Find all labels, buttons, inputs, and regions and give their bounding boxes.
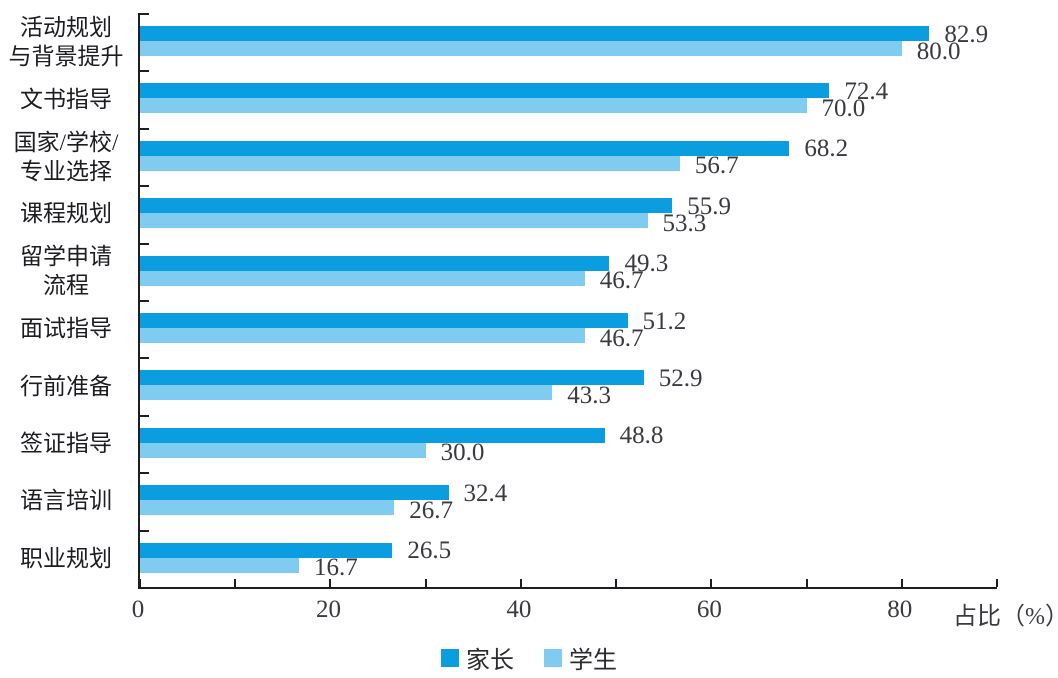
bar-parent: [140, 427, 605, 443]
category-row: 活动规划 与背景提升 82.9 80.0: [9, 13, 997, 70]
x-axis-tick: [424, 579, 427, 587]
category-label: 留学申请 流程: [20, 244, 112, 299]
x-axis-tick: [996, 579, 998, 587]
category-row: 文书指导 72.4 70.0: [20, 70, 997, 127]
x-axis-title: 占比（%）: [953, 604, 1058, 630]
bar-student: [140, 41, 902, 56]
legend-swatch-parent-icon: [441, 648, 459, 667]
y-axis-tick: [140, 70, 149, 73]
y-axis-tick: [140, 357, 149, 360]
y-axis-tick: [140, 242, 149, 245]
category-label: 国家/学校/ 专业选择: [13, 129, 119, 184]
x-axis-tick: [710, 579, 713, 587]
legend-item-student: 学生: [544, 640, 617, 675]
bar-student: [140, 328, 585, 343]
category-row: 面试指导 51.2 46.7: [20, 300, 997, 357]
value-label-parent: 55.9: [687, 192, 732, 220]
y-axis-tick: [140, 127, 149, 130]
bar-parent: [140, 255, 610, 271]
category-row: 职业规划 26.5 16.7: [20, 529, 997, 587]
value-label-student: 70.0: [821, 94, 866, 122]
value-label-student: 16.7: [314, 554, 358, 582]
x-axis-tick: [139, 579, 141, 587]
x-axis-tick: [329, 579, 332, 587]
y-axis-tick: [140, 300, 149, 302]
bar-parent: [140, 140, 790, 156]
category-row: 留学申请 流程 49.3 46.7: [20, 242, 997, 300]
category-label: 职业规划: [20, 545, 112, 571]
bar-parent: [140, 313, 628, 328]
value-label-parent: 68.2: [804, 135, 849, 163]
category-label: 签证指导: [20, 430, 112, 456]
bar-parent: [140, 370, 644, 386]
value-label-parent: 32.4: [463, 479, 508, 507]
value-label-student: 53.3: [662, 209, 707, 237]
category-label: 课程规划: [20, 201, 112, 227]
category-row: 行前准备 52.9 43.3: [20, 357, 997, 414]
category-label: 面试指导: [20, 316, 112, 342]
bar-student: [140, 155, 680, 171]
legend-swatch-student-icon: [544, 648, 562, 667]
value-label-parent: 52.9: [658, 364, 703, 392]
x-axis-tick-label: 40: [506, 596, 532, 623]
category-row: 签证指导 48.8 30.0: [20, 414, 997, 472]
bar-parent: [140, 542, 393, 558]
legend: 家长 学生: [0, 640, 1058, 675]
y-axis-tick: [140, 472, 149, 475]
x-axis-tick: [805, 579, 808, 587]
y-axis-tick: [140, 414, 149, 417]
bar-parent: [140, 198, 673, 214]
value-label-student: 30.0: [440, 439, 485, 467]
value-label-student: 80.0: [916, 37, 961, 65]
value-label-student: 46.7: [599, 324, 644, 352]
x-axis-tick-labels: 0 20 40 60 80: [132, 596, 995, 626]
plot-area: 活动规划 与背景提升 82.9 80.0 文书指导 72.4 70.0 国家/学校/ 专业选…: [9, 13, 998, 589]
value-label-parent: 48.8: [619, 422, 664, 450]
category-row: 课程规划 55.9 53.3: [20, 185, 997, 242]
value-label-parent: 72.4: [844, 77, 889, 105]
x-axis-tick-label: 80: [887, 596, 913, 623]
bar-parent: [140, 485, 449, 501]
x-axis-tick: [615, 579, 618, 587]
legend-label-parent: 家长: [466, 648, 514, 674]
y-axis-tick: [140, 529, 149, 532]
value-label-student: 43.3: [567, 381, 612, 409]
bar-student: [140, 557, 300, 573]
y-axis-tick: [140, 13, 149, 15]
category-row: 国家/学校/ 专业选择 68.2 56.7: [14, 127, 997, 185]
value-label-parent: 51.2: [642, 307, 687, 335]
value-label-parent: 82.9: [944, 20, 989, 48]
bar-student: [140, 442, 426, 458]
bar-student: [140, 98, 807, 114]
bar-student: [140, 213, 648, 229]
value-label-parent: 26.5: [407, 537, 452, 565]
x-axis-tick-label: 20: [315, 596, 341, 623]
category-label: 语言培训: [20, 488, 112, 514]
x-axis-tick-label: 60: [696, 596, 722, 623]
value-label-student: 56.7: [694, 152, 739, 180]
category-label: 行前准备: [20, 373, 112, 399]
value-label-student: 46.7: [599, 267, 644, 295]
bar-student: [140, 270, 585, 286]
x-axis-tick-label: 0: [131, 596, 145, 623]
category-row: 语言培训 32.4 26.7: [20, 472, 997, 529]
bar-parent: [140, 83, 830, 99]
x-axis-tick: [234, 579, 237, 587]
category-label: 活动规划 与背景提升: [8, 14, 124, 69]
value-label-parent: 49.3: [624, 250, 669, 278]
bar-parent: [140, 26, 930, 41]
y-axis-tick: [140, 185, 149, 188]
bar-student: [140, 385, 553, 401]
bar-student: [140, 500, 395, 516]
value-label-student: 26.7: [409, 496, 453, 524]
x-axis-tick: [900, 579, 903, 587]
legend-item-parent: 家长: [441, 640, 514, 675]
category-label: 文书指导: [20, 86, 112, 112]
x-axis-tick: [519, 579, 522, 587]
legend-label-student: 学生: [569, 648, 617, 674]
